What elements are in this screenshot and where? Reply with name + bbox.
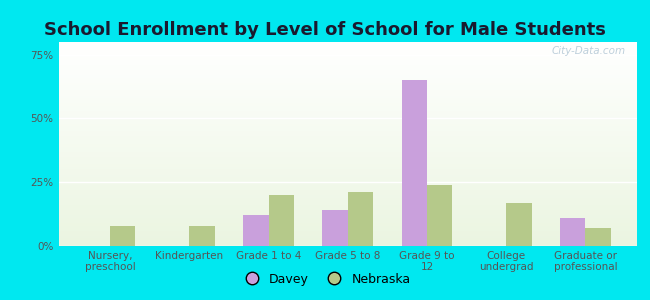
Bar [58,218,637,220]
Bar [58,228,637,231]
Bar [58,141,637,144]
Bar [58,78,637,80]
Bar [58,144,637,146]
Bar [58,65,637,68]
Text: City-Data.com: City-Data.com [551,46,625,56]
Bar [268,195,294,246]
Bar [58,215,637,218]
Bar [58,139,637,141]
Bar [58,124,637,126]
Bar [58,80,637,83]
Bar [58,146,637,149]
Bar [110,226,135,246]
Bar [58,111,637,113]
Bar [58,50,637,52]
Bar [58,126,637,129]
Bar [58,197,637,200]
Bar [506,203,532,246]
Bar [58,131,637,134]
Bar [58,200,637,203]
Bar [58,118,637,121]
Bar [58,83,637,85]
Bar [58,52,637,55]
Bar [58,68,637,70]
Bar [243,215,268,246]
Bar [58,193,637,195]
Bar [58,113,637,116]
Bar [58,75,637,78]
Text: School Enrollment by Level of School for Male Students: School Enrollment by Level of School for… [44,21,606,39]
Bar [58,90,637,93]
Bar [58,57,637,60]
Bar [58,154,637,157]
Bar [58,231,637,233]
Bar [58,220,637,223]
Bar [58,164,637,167]
Bar [58,85,637,88]
Bar [58,44,637,47]
Bar [58,167,637,169]
Bar [58,108,637,111]
Bar [58,70,637,73]
Bar [58,236,637,238]
Bar [58,60,637,62]
Bar [58,152,637,154]
Bar [58,121,637,124]
Bar [58,223,637,226]
Bar [58,177,637,180]
Bar [58,187,637,190]
Bar [58,149,637,152]
Bar [58,93,637,95]
Bar [58,106,637,108]
Bar [427,185,452,246]
Bar [58,103,637,106]
Legend: Davey, Nebraska: Davey, Nebraska [234,268,416,291]
Bar [58,175,637,177]
Bar [58,210,637,213]
Bar [58,203,637,205]
Bar [58,42,637,44]
Bar [58,195,637,197]
Bar [348,193,373,246]
Bar [58,180,637,182]
Bar [58,208,637,210]
Bar [189,226,214,246]
Bar [58,213,637,215]
Bar [58,169,637,172]
Bar [58,62,637,65]
Bar [58,55,637,57]
Bar [58,241,637,244]
Bar [58,47,637,50]
Bar [560,218,586,246]
Bar [58,159,637,162]
Bar [58,233,637,236]
Bar [58,205,637,208]
Bar [586,228,611,246]
Bar [58,190,637,193]
Bar [58,98,637,101]
Bar [58,244,637,246]
Bar [322,210,348,246]
Bar [58,88,637,90]
Bar [58,73,637,75]
Bar [58,182,637,185]
Bar [58,226,637,228]
Bar [58,116,637,118]
Bar [58,136,637,139]
Bar [58,129,637,131]
Bar [58,95,637,98]
Bar [58,162,637,164]
Bar [58,100,637,103]
Bar [58,172,637,175]
Bar [402,80,427,246]
Bar [58,157,637,159]
Bar [58,134,637,136]
Bar [58,238,637,241]
Bar [58,185,637,187]
